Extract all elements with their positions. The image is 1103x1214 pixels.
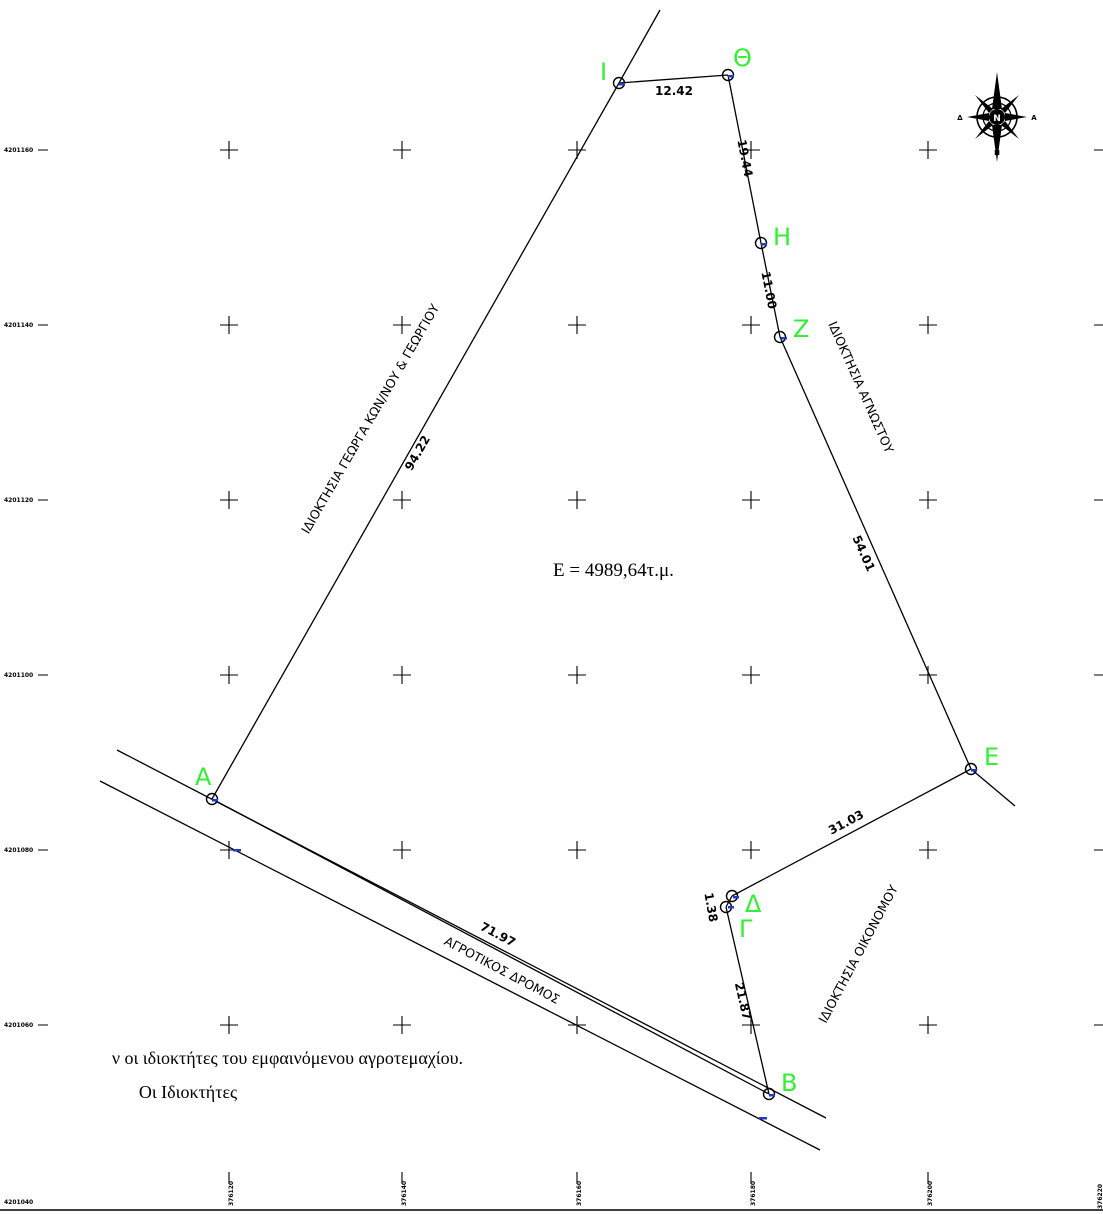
length-zh: 11.00 (758, 270, 779, 310)
length-ti: 12.42 (655, 84, 693, 98)
length-ia: 94.22 (402, 433, 433, 473)
y-coord-label: 4201080 (4, 847, 33, 854)
point-label-b: Β (781, 1069, 797, 1097)
x-coord-label: 376160 (576, 1181, 583, 1206)
ownership-labels: ΙΔΙΟΚΤΗΣΙΑ ΓΕΩΡΓΑ ΚΩΝ/ΝΟΥ & ΓΕΩΡΓΙΟΥ ΙΔΙ… (298, 301, 901, 1025)
point-label-i: Ι (600, 58, 607, 86)
length-ht: 19.44 (734, 138, 755, 178)
x-coord-label: 376120 (228, 1181, 235, 1206)
owner-left-label: ΙΔΙΟΚΤΗΣΙΑ ΓΕΩΡΓΑ ΚΩΝ/ΝΟΥ & ΓΕΩΡΓΙΟΥ (298, 301, 442, 536)
y-coord-label: 4201040 (4, 1199, 33, 1206)
point-label-z: Ζ (793, 315, 809, 343)
note-line-1: ν οι ιδιοκτήτες του εμφαινόμενου αγροτεμ… (112, 1048, 463, 1068)
area-label: Ε = 4989,64τ.μ. (553, 560, 674, 581)
compass-e-label: Α (1031, 114, 1037, 122)
y-coord-label: 4201120 (4, 497, 33, 504)
point-label-h: Η (773, 223, 791, 251)
point-labels: Α Β Γ Δ Ε Ζ Η Θ Ι (195, 44, 999, 1097)
point-label-d: Δ (745, 890, 762, 918)
y-coord-label: 4201100 (4, 672, 33, 679)
point-label-e: Ε (984, 743, 999, 771)
vertex-markers (205, 68, 978, 1101)
y-coord-label: 4201140 (4, 322, 33, 329)
length-bg: 21.87 (732, 981, 754, 1021)
owner-right-label: ΙΔΙΟΚΤΗΣΙΑ ΑΓΝΩΣΤΟΥ (825, 319, 897, 456)
side-lengths: 71.97 21.87 1.38 31.03 54.01 11.00 19.44… (402, 84, 878, 1021)
x-coordinate-labels: 376120 376140 376160 376180 376200 37622… (228, 1181, 1103, 1209)
y-coordinate-labels: 4201160 4201140 4201120 4201100 4201080 … (4, 147, 33, 1206)
length-gd: 1.38 (701, 892, 720, 924)
owner-bottom-right-label: ΙΔΙΟΚΤΗΣΙΑ ΟΙΚΟΝΟΜΟΥ (815, 882, 901, 1025)
length-ez: 54.01 (850, 533, 878, 573)
compass-n-label: N (993, 114, 1001, 124)
x-coord-label: 376180 (750, 1181, 757, 1206)
grid-crosses (38, 141, 1103, 1184)
x-coord-label: 376140 (401, 1181, 408, 1206)
survey-marks (212, 75, 977, 1120)
parcel-boundary (99, 9, 1016, 1151)
x-coord-label: 376220 (1097, 1184, 1103, 1209)
compass-w-label: Δ (957, 114, 963, 122)
note-line-2: Οι Ιδιοκτήτες (139, 1082, 237, 1102)
length-ab: 71.97 (478, 919, 518, 949)
compass-s-label: Ν (994, 149, 1000, 157)
point-label-g: Γ (739, 915, 753, 943)
compass-rose-icon: N Ν Α Δ (957, 72, 1037, 162)
length-de: 31.03 (826, 807, 866, 837)
point-label-a: Α (195, 763, 212, 791)
y-coord-label: 4201060 (4, 1022, 33, 1029)
y-coord-label: 4201160 (4, 147, 33, 154)
point-label-th: Θ (733, 44, 752, 72)
x-coord-label: 376200 (927, 1181, 934, 1206)
